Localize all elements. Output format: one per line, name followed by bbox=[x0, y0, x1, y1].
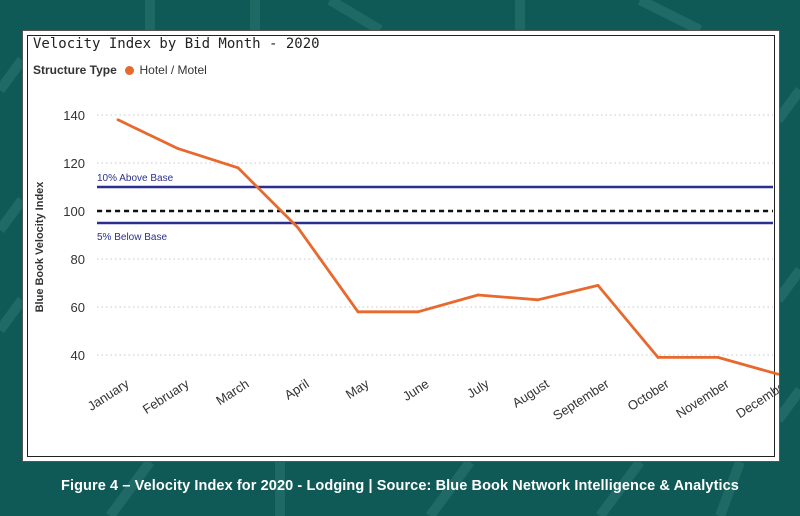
figure-caption: Figure 4 – Velocity Index for 2020 - Lod… bbox=[61, 478, 739, 494]
x-tick-label: July bbox=[464, 376, 492, 401]
series-line bbox=[117, 118, 779, 376]
x-tick-label: June bbox=[400, 376, 432, 404]
line-chart: 40 60 80 100 120 140 Blue Book Velocity Index 1… bbox=[34, 108, 779, 424]
x-tick-label: December bbox=[733, 376, 779, 422]
data-point bbox=[596, 284, 600, 287]
data-point bbox=[716, 356, 720, 359]
x-tick-label: September bbox=[550, 376, 612, 424]
data-point bbox=[656, 356, 660, 359]
legend-marker-icon bbox=[125, 66, 135, 75]
x-tick-label: January bbox=[85, 376, 132, 414]
y-tick-label: 80 bbox=[71, 252, 85, 267]
data-point bbox=[416, 310, 420, 314]
data-point bbox=[116, 118, 120, 122]
data-point bbox=[536, 298, 540, 302]
y-tick-label: 140 bbox=[63, 108, 85, 123]
legend-title: Structure Type bbox=[33, 63, 117, 77]
data-point bbox=[296, 226, 300, 230]
reference-line-label: 10% Above Base bbox=[97, 173, 174, 184]
data-point bbox=[476, 293, 480, 297]
x-tick-label: November bbox=[673, 376, 732, 422]
chart-title: Velocity Index by Bid Month - 2020 bbox=[33, 36, 320, 52]
legend: Structure Type Hotel / Motel bbox=[33, 63, 207, 77]
y-tick-label: 60 bbox=[71, 300, 85, 315]
data-point bbox=[776, 372, 779, 376]
y-tick-label: 120 bbox=[63, 156, 85, 171]
reference-line-label: 5% Below Base bbox=[97, 232, 167, 243]
x-tick-label: October bbox=[625, 376, 673, 414]
chart-frame bbox=[27, 35, 775, 457]
x-tick-label: August bbox=[510, 376, 552, 411]
data-point bbox=[236, 166, 240, 170]
data-point bbox=[356, 310, 360, 314]
chart-card: Velocity Index by Bid Month - 2020 Struc… bbox=[22, 30, 780, 462]
x-tick-label: February bbox=[140, 376, 192, 417]
x-tick-label: May bbox=[343, 376, 372, 402]
data-point bbox=[176, 147, 180, 150]
y-axis-title: Blue Book Velocity Index bbox=[34, 181, 46, 313]
x-tick-label: March bbox=[213, 376, 251, 408]
x-tick-label: April bbox=[282, 376, 312, 403]
legend-series-label: Hotel / Motel bbox=[139, 63, 207, 77]
y-tick-label: 40 bbox=[71, 348, 85, 363]
y-tick-label: 100 bbox=[63, 204, 85, 219]
